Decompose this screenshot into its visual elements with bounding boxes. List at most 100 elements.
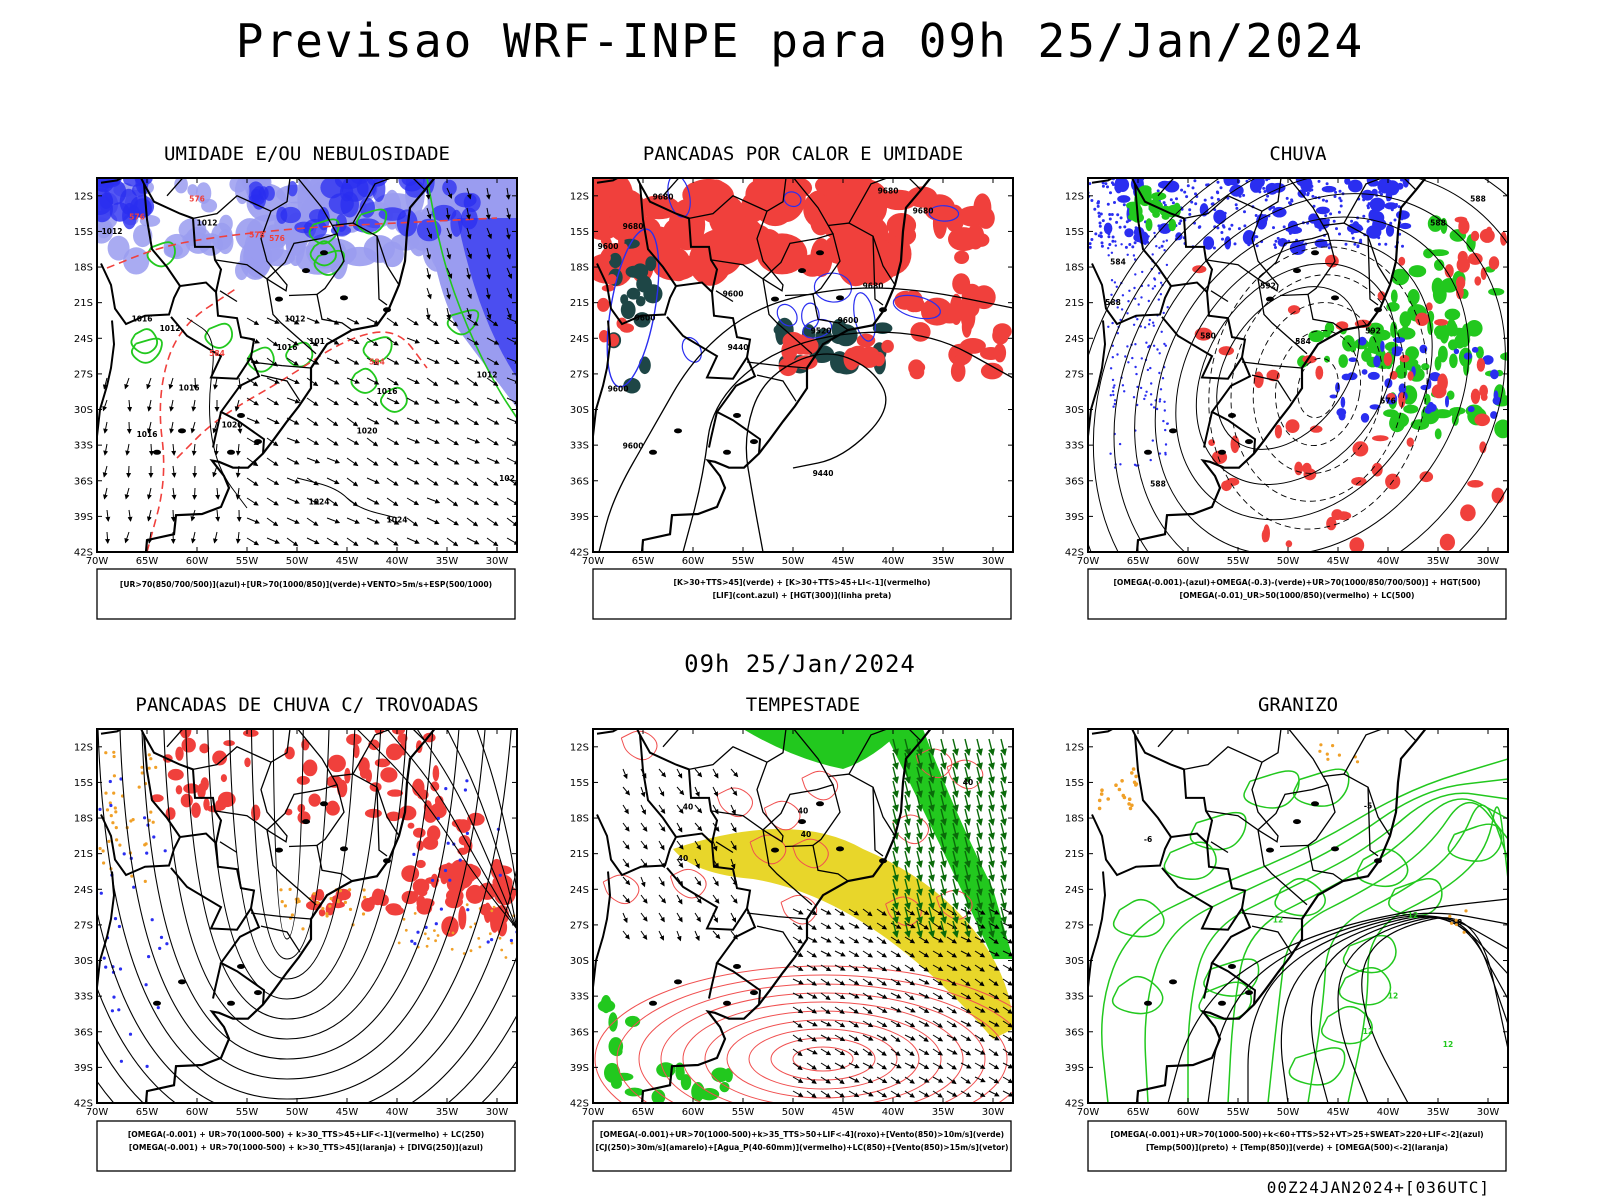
wind-850-vector bbox=[918, 978, 930, 985]
instability-teal-fill bbox=[620, 300, 636, 320]
wind-850-vector bbox=[694, 822, 703, 832]
thunder-red-fill bbox=[199, 743, 210, 754]
wind-850-vector bbox=[940, 864, 947, 882]
instability-red-fill bbox=[907, 297, 925, 313]
wind-850-vector bbox=[848, 922, 860, 929]
wind-850-vector bbox=[658, 768, 667, 778]
thunder-red-fill bbox=[458, 905, 467, 930]
wind-850-vector bbox=[976, 850, 983, 868]
y-tick-label: 24S bbox=[1065, 885, 1084, 896]
omega-500-orange-speck bbox=[1128, 806, 1133, 811]
thunder-red-fill bbox=[465, 884, 485, 904]
wind-850-vector bbox=[904, 1048, 915, 1056]
wind-850-vector bbox=[806, 936, 818, 943]
geography bbox=[1088, 178, 1427, 552]
geography bbox=[593, 729, 932, 1103]
omega-blue-speck bbox=[1379, 186, 1383, 190]
lake bbox=[275, 847, 283, 853]
thunder-orange-speck bbox=[102, 861, 106, 865]
contour-label: 9680 bbox=[913, 207, 934, 216]
state-border bbox=[266, 178, 338, 280]
omega-green-fill bbox=[1361, 349, 1372, 362]
thunder-orange-speck bbox=[402, 917, 406, 921]
thunder-orange-speck bbox=[118, 843, 122, 847]
wind-850-vector bbox=[932, 992, 944, 1000]
country-border bbox=[639, 734, 677, 838]
state-border bbox=[662, 178, 680, 197]
wind-850-vector bbox=[622, 876, 631, 886]
temp-850-contour bbox=[1274, 877, 1326, 917]
thunder-red-fill bbox=[416, 840, 424, 851]
x-tick-label: 50W bbox=[782, 556, 805, 567]
omega-blue-speck bbox=[1097, 211, 1101, 215]
divergence-blue-speck bbox=[465, 831, 469, 836]
geography bbox=[97, 729, 436, 1103]
omega-500-orange-speck bbox=[1127, 797, 1132, 801]
wind-vector bbox=[426, 477, 439, 486]
contour-label: 576 bbox=[269, 234, 285, 243]
wind-850-vector bbox=[834, 1048, 846, 1056]
country-border bbox=[708, 411, 718, 448]
wind-850-green-fill bbox=[675, 1062, 685, 1073]
omega-blue-speck bbox=[1156, 348, 1159, 351]
wind-850-vector bbox=[988, 920, 995, 938]
wind-850-vector bbox=[964, 780, 971, 798]
omega-blue-speck bbox=[1325, 182, 1329, 186]
wind-850-vector bbox=[988, 1062, 1000, 1070]
y-tick-label: 15S bbox=[570, 227, 589, 238]
wind-vector bbox=[212, 531, 218, 544]
contour-label: 1016 bbox=[179, 384, 200, 393]
temp-850-contour bbox=[1447, 823, 1503, 862]
divergence-blue-speck bbox=[118, 967, 123, 971]
lake bbox=[1245, 990, 1253, 996]
omega-blue-fill bbox=[1348, 357, 1357, 363]
x-tick-label: 35W bbox=[932, 1107, 955, 1118]
wind-vector bbox=[506, 377, 517, 384]
map-area bbox=[593, 729, 1013, 1103]
geopotential-500-contour bbox=[1088, 178, 1508, 552]
wind-850-green-fill bbox=[724, 1068, 733, 1083]
omega-blue-fill bbox=[1329, 394, 1338, 399]
wind-vector bbox=[506, 287, 513, 300]
divergence-blue-speck bbox=[431, 878, 435, 883]
wind-850-vector bbox=[976, 878, 983, 896]
omega-blue-speck bbox=[1148, 344, 1151, 348]
omega-blue-speck bbox=[1123, 225, 1127, 229]
lake bbox=[237, 964, 245, 969]
wind-850-vector bbox=[892, 766, 899, 784]
x-tick-label: 50W bbox=[1277, 1107, 1300, 1118]
wind-850-vector bbox=[848, 992, 860, 999]
panel-title: PANCADAS POR CALOR E UMIDADE bbox=[643, 143, 963, 165]
wind-vector bbox=[506, 207, 512, 220]
precipitable-water-contour bbox=[602, 874, 640, 905]
state-border bbox=[260, 374, 301, 402]
streamline-250 bbox=[163, 729, 434, 1040]
thunder-red-fill bbox=[412, 878, 430, 895]
wind-vector bbox=[286, 397, 301, 404]
omega-blue-fill bbox=[1482, 355, 1494, 365]
rain-red-fill bbox=[1457, 250, 1468, 264]
humidity-high-shade bbox=[317, 207, 330, 231]
thunder-orange-speck bbox=[154, 765, 158, 770]
omega-500-orange-speck bbox=[1097, 798, 1102, 803]
contour-label: 584 bbox=[369, 357, 385, 366]
omega-blue-speck bbox=[1111, 356, 1115, 359]
instability-red-fill bbox=[620, 243, 629, 258]
divergence-blue-speck bbox=[412, 852, 416, 857]
omega-green-fill bbox=[1136, 186, 1152, 200]
lake bbox=[302, 268, 310, 274]
rain-red-fill bbox=[1419, 471, 1434, 483]
omega-blue-speck bbox=[1400, 217, 1404, 221]
omega-blue-speck bbox=[1096, 201, 1100, 205]
omega-blue-speck bbox=[1116, 306, 1119, 309]
omega-green-fill bbox=[1127, 213, 1144, 221]
omega-500-orange-speck bbox=[1132, 780, 1137, 785]
omega-blue-speck bbox=[1333, 195, 1337, 198]
rain-red-fill bbox=[1351, 477, 1367, 486]
wind-vector bbox=[446, 247, 452, 260]
thunder-red-fill bbox=[380, 767, 398, 783]
wind-850-vector bbox=[904, 864, 911, 882]
wind-850-vector bbox=[960, 1048, 972, 1056]
omega-blue-speck bbox=[1367, 202, 1371, 206]
